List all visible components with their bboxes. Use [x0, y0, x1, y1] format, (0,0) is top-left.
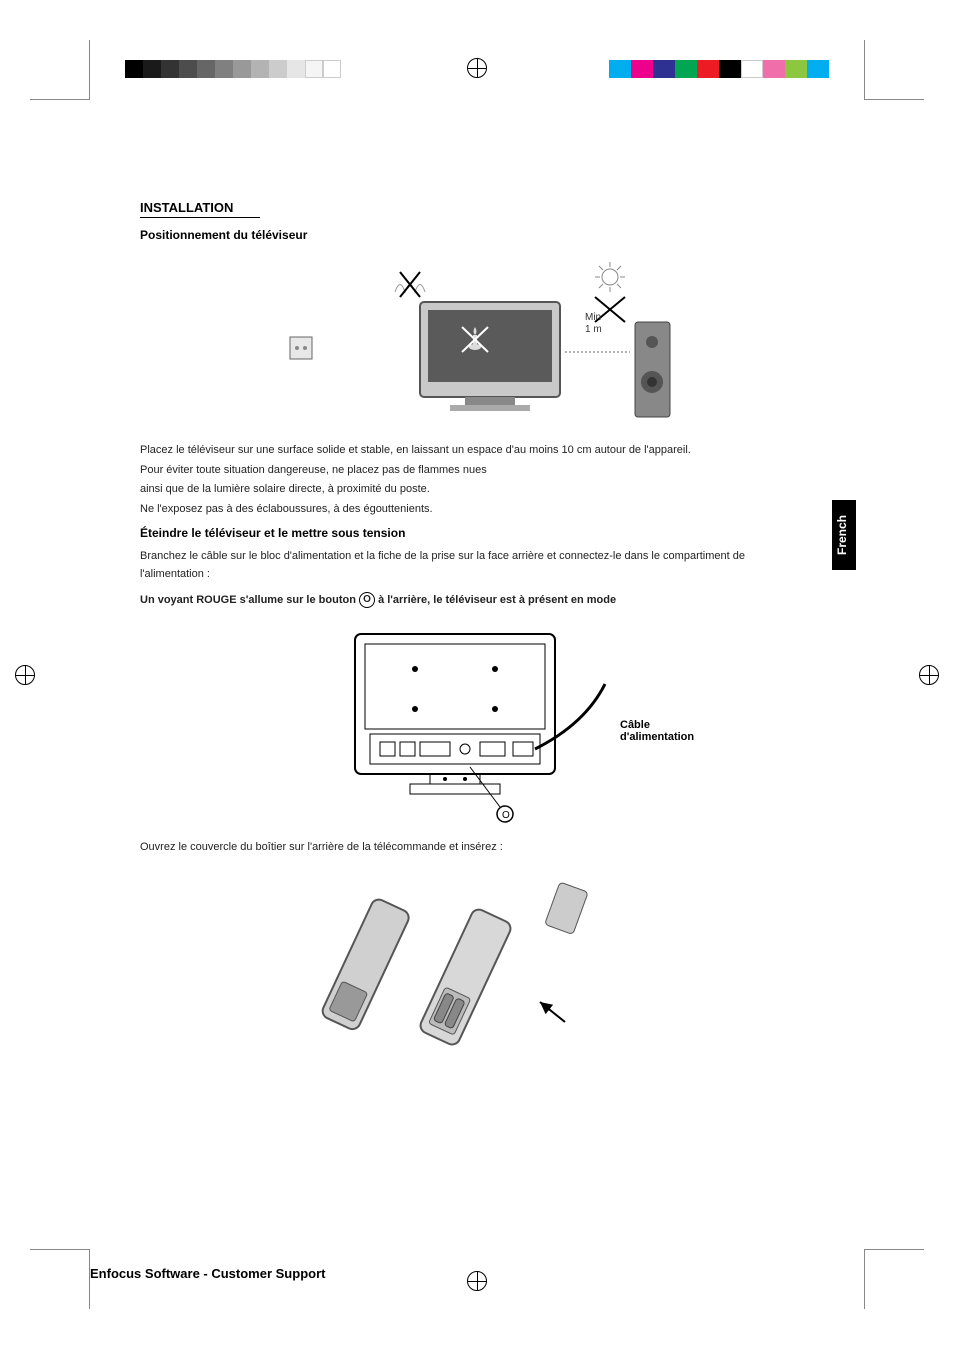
positioning-line: Placez le téléviseur sur une surface sol… — [140, 442, 810, 460]
standby-icon: O — [359, 592, 375, 608]
power-bold-line: Un voyant ROUGE s'allume sur le bouton O… — [140, 592, 810, 610]
crop-mark-bl — [30, 1249, 90, 1309]
crop-mark-br — [864, 1249, 924, 1309]
registration-mark-left — [15, 665, 35, 685]
crop-mark-tl — [30, 40, 90, 100]
power-bold-text-2: à l'arrière, le téléviseur est à présent… — [378, 594, 616, 606]
min-label: Min — [585, 312, 601, 323]
registration-mark-bottom — [467, 1271, 487, 1291]
grayscale-colorbar — [125, 60, 341, 78]
section-header: INSTALLATION — [140, 200, 260, 218]
registration-mark-right — [919, 665, 939, 685]
registration-mark-top — [467, 58, 487, 78]
footer-text: Enfocus Software - Customer Support — [90, 1266, 325, 1281]
crop-mark-tr — [864, 40, 924, 100]
remote-illustration — [140, 867, 810, 1047]
power-heading: Éteindre le téléviseur et le mettre sous… — [140, 526, 810, 540]
svg-text:O: O — [502, 810, 510, 821]
power-paragraph: Branchez le câble sur le bloc d'alimenta… — [140, 548, 810, 583]
positioning-text: Placez le téléviseur sur une surface sol… — [140, 442, 810, 518]
remote-heading: Ouvrez le couvercle du boîtier sur l'arr… — [140, 839, 810, 857]
distance-label: 1 m — [585, 324, 602, 335]
positioning-line: ainsi que de la lumière solaire directe,… — [140, 481, 810, 499]
positioning-line: Pour éviter toute situation dangereuse, … — [140, 462, 810, 480]
cmyk-colorbar — [609, 60, 829, 78]
cable-label: Câble d'alimentation — [620, 719, 770, 743]
cable-label-line2: d'alimentation — [620, 731, 770, 743]
positioning-heading: Positionnement du téléviseur — [140, 228, 810, 242]
tv-positioning-illustration: Min 1 m — [140, 252, 810, 432]
tv-back-illustration: O Câble d'alimentation — [140, 624, 810, 824]
cable-label-line1: Câble — [620, 719, 770, 731]
positioning-line: Ne l'exposez pas à des éclaboussures, à … — [140, 501, 810, 519]
language-tab: French — [832, 500, 856, 570]
page-content: INSTALLATION Positionnement du téléviseu… — [140, 200, 810, 1057]
power-bold-text-1: Un voyant ROUGE s'allume sur le bouton — [140, 594, 356, 606]
